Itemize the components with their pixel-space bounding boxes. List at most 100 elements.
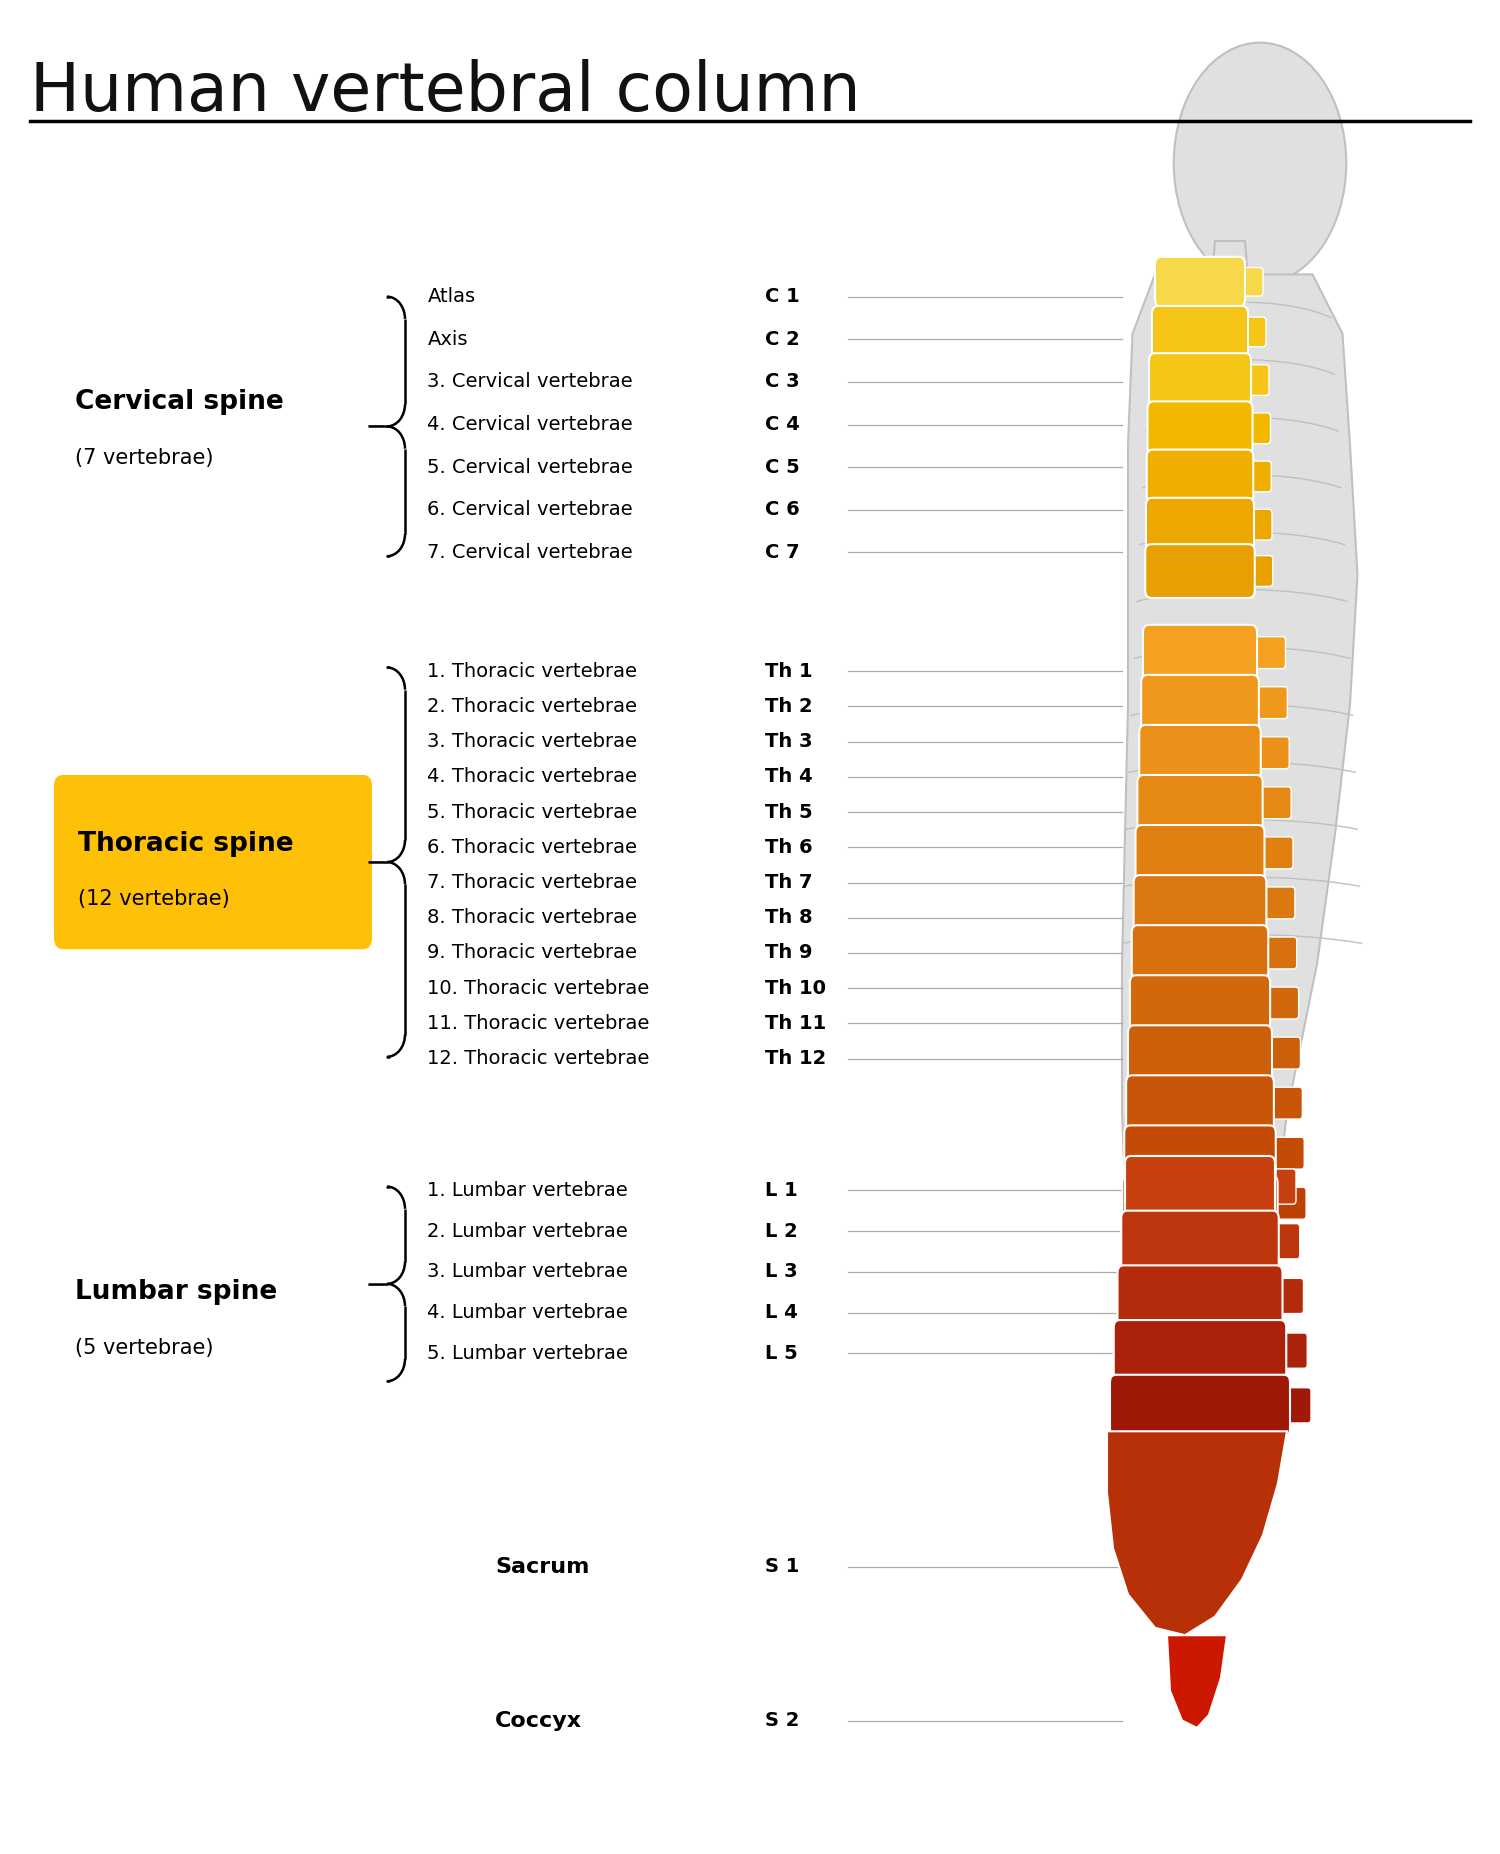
FancyBboxPatch shape (1250, 836, 1293, 870)
FancyBboxPatch shape (1251, 886, 1294, 920)
FancyBboxPatch shape (1142, 675, 1258, 730)
FancyBboxPatch shape (1148, 402, 1252, 456)
Text: Lumbar spine: Lumbar spine (75, 1279, 278, 1305)
Text: 3. Thoracic vertebrae: 3. Thoracic vertebrae (427, 732, 638, 751)
Text: Th 10: Th 10 (765, 979, 826, 997)
FancyBboxPatch shape (1236, 365, 1269, 395)
Text: L 4: L 4 (765, 1303, 798, 1322)
Text: 3. Cervical vertebrae: 3. Cervical vertebrae (427, 373, 633, 391)
Text: C 2: C 2 (765, 330, 800, 349)
Text: 6. Cervical vertebrae: 6. Cervical vertebrae (427, 501, 633, 519)
FancyBboxPatch shape (1239, 556, 1272, 586)
FancyBboxPatch shape (1155, 258, 1245, 308)
Text: Th 8: Th 8 (765, 908, 813, 927)
FancyBboxPatch shape (1110, 1376, 1290, 1437)
Text: 10. Thoracic vertebrae: 10. Thoracic vertebrae (427, 979, 650, 997)
Text: (5 vertebrae): (5 vertebrae) (75, 1339, 213, 1357)
Text: 1. Thoracic vertebrae: 1. Thoracic vertebrae (427, 662, 638, 680)
FancyBboxPatch shape (1120, 1211, 1278, 1272)
FancyBboxPatch shape (1238, 413, 1270, 443)
Text: Cervical spine: Cervical spine (75, 389, 284, 415)
FancyBboxPatch shape (1233, 317, 1266, 347)
Text: Atlas: Atlas (427, 287, 476, 306)
Text: C 4: C 4 (765, 415, 800, 434)
FancyBboxPatch shape (1275, 1387, 1311, 1424)
Text: 6. Thoracic vertebrae: 6. Thoracic vertebrae (427, 838, 638, 857)
FancyBboxPatch shape (1256, 986, 1299, 1020)
FancyBboxPatch shape (1126, 1075, 1274, 1131)
Text: L 5: L 5 (765, 1344, 798, 1363)
Text: C 7: C 7 (765, 543, 800, 562)
Text: C 5: C 5 (765, 458, 800, 476)
FancyBboxPatch shape (1245, 736, 1288, 769)
FancyBboxPatch shape (1263, 1187, 1306, 1220)
Text: Th 3: Th 3 (765, 732, 813, 751)
Text: S 2: S 2 (765, 1711, 800, 1730)
FancyBboxPatch shape (1248, 786, 1292, 819)
FancyBboxPatch shape (1257, 1036, 1300, 1070)
FancyBboxPatch shape (1146, 449, 1254, 502)
Text: C 3: C 3 (765, 373, 800, 391)
Text: Th 2: Th 2 (765, 697, 813, 716)
FancyBboxPatch shape (1149, 352, 1251, 406)
FancyBboxPatch shape (1122, 1175, 1278, 1231)
Polygon shape (1122, 274, 1358, 1363)
Text: 2. Thoracic vertebrae: 2. Thoracic vertebrae (427, 697, 638, 716)
Polygon shape (1107, 1431, 1287, 1635)
FancyBboxPatch shape (1140, 725, 1260, 781)
FancyBboxPatch shape (1137, 775, 1263, 831)
Text: Th 11: Th 11 (765, 1014, 826, 1033)
FancyBboxPatch shape (1244, 686, 1287, 719)
FancyBboxPatch shape (1242, 636, 1286, 669)
Text: 4. Thoracic vertebrae: 4. Thoracic vertebrae (427, 768, 638, 786)
Text: 5. Thoracic vertebrae: 5. Thoracic vertebrae (427, 803, 638, 821)
Text: 4. Cervical vertebrae: 4. Cervical vertebrae (427, 415, 633, 434)
FancyBboxPatch shape (1134, 875, 1266, 931)
FancyBboxPatch shape (1263, 1224, 1299, 1259)
Text: 7. Cervical vertebrae: 7. Cervical vertebrae (427, 543, 633, 562)
FancyBboxPatch shape (1230, 267, 1263, 297)
Text: (12 vertebrae): (12 vertebrae) (78, 890, 230, 908)
Text: 8. Thoracic vertebrae: 8. Thoracic vertebrae (427, 908, 638, 927)
Text: 12. Thoracic vertebrae: 12. Thoracic vertebrae (427, 1049, 650, 1068)
FancyBboxPatch shape (1254, 936, 1296, 970)
FancyBboxPatch shape (1118, 1266, 1282, 1327)
Text: (7 vertebrae): (7 vertebrae) (75, 449, 213, 467)
FancyBboxPatch shape (1146, 499, 1254, 552)
Text: 4. Lumbar vertebrae: 4. Lumbar vertebrae (427, 1303, 628, 1322)
Text: 9. Thoracic vertebrae: 9. Thoracic vertebrae (427, 944, 638, 962)
Text: 1. Lumbar vertebrae: 1. Lumbar vertebrae (427, 1181, 628, 1200)
FancyBboxPatch shape (54, 775, 372, 949)
Polygon shape (1167, 1635, 1227, 1728)
Text: 5. Cervical vertebrae: 5. Cervical vertebrae (427, 458, 633, 476)
Text: 5. Lumbar vertebrae: 5. Lumbar vertebrae (427, 1344, 628, 1363)
Text: Th 6: Th 6 (765, 838, 813, 857)
FancyBboxPatch shape (1136, 825, 1264, 881)
FancyBboxPatch shape (1125, 1157, 1275, 1218)
Text: Th 5: Th 5 (765, 803, 813, 821)
FancyBboxPatch shape (1260, 1170, 1296, 1205)
Text: C 1: C 1 (765, 287, 800, 306)
FancyBboxPatch shape (1128, 1025, 1272, 1081)
FancyBboxPatch shape (1239, 510, 1272, 540)
Text: Th 4: Th 4 (765, 768, 813, 786)
FancyBboxPatch shape (1268, 1279, 1304, 1314)
Text: S 1: S 1 (765, 1557, 800, 1576)
FancyBboxPatch shape (1125, 1125, 1275, 1181)
FancyBboxPatch shape (1143, 625, 1257, 680)
Text: Th 12: Th 12 (765, 1049, 826, 1068)
Text: Sacrum: Sacrum (495, 1557, 590, 1576)
Text: Axis: Axis (427, 330, 468, 349)
FancyBboxPatch shape (1146, 545, 1254, 597)
FancyBboxPatch shape (1130, 975, 1270, 1031)
FancyBboxPatch shape (1131, 925, 1268, 981)
Text: 11. Thoracic vertebrae: 11. Thoracic vertebrae (427, 1014, 650, 1033)
FancyBboxPatch shape (1260, 1137, 1304, 1170)
Ellipse shape (1173, 43, 1347, 284)
Text: Th 1: Th 1 (765, 662, 813, 680)
FancyBboxPatch shape (1239, 462, 1270, 491)
Text: Th 7: Th 7 (765, 873, 813, 892)
Text: 7. Thoracic vertebrae: 7. Thoracic vertebrae (427, 873, 638, 892)
Text: 3. Lumbar vertebrae: 3. Lumbar vertebrae (427, 1263, 628, 1281)
Text: 2. Lumbar vertebrae: 2. Lumbar vertebrae (427, 1222, 628, 1240)
